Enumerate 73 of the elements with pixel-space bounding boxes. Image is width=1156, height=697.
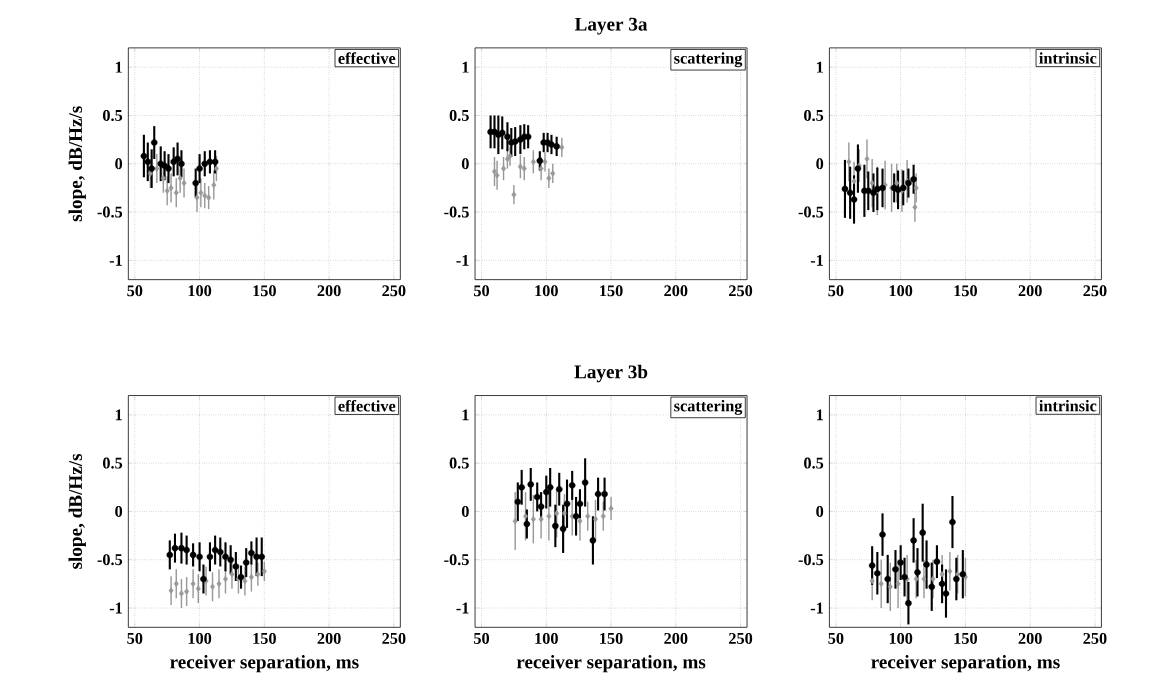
x-tick-label: 250 bbox=[1083, 285, 1107, 297]
chart-title: Layer 3b bbox=[574, 364, 648, 383]
y-tick-label: -1 bbox=[456, 254, 469, 266]
y-tick-label: -1 bbox=[109, 254, 122, 266]
x-tick-label: 50 bbox=[474, 285, 490, 297]
x-tick-label: 100 bbox=[188, 285, 212, 297]
x-tick-label: 100 bbox=[535, 285, 558, 297]
annotation: scattering bbox=[674, 399, 743, 415]
x-tick-label: 200 bbox=[664, 632, 688, 644]
x-tick-label: 100 bbox=[535, 632, 558, 644]
y-tick-label: 0.5 bbox=[102, 457, 123, 469]
x-axis-title: receiver separation, ms bbox=[170, 654, 359, 673]
y-tick-label: -1 bbox=[810, 254, 823, 266]
y-tick-label: 0.5 bbox=[804, 109, 824, 121]
x-tick-label: 200 bbox=[1018, 285, 1042, 297]
y-tick-label: 0.5 bbox=[449, 457, 469, 469]
x-tick-label: 50 bbox=[828, 285, 844, 297]
x-tick-label: 200 bbox=[317, 632, 341, 644]
y-tick-label: 0 bbox=[461, 158, 469, 170]
annotation: scattering bbox=[674, 52, 743, 68]
x-tick-label: 150 bbox=[954, 632, 978, 644]
y-tick-label: -0.5 bbox=[97, 206, 123, 218]
y-tick-label: 1 bbox=[115, 409, 122, 421]
x-tick-label: 50 bbox=[474, 632, 490, 644]
y-axis-title: slope, dB/Hz/s bbox=[68, 453, 86, 569]
y-tick-label: -0.5 bbox=[97, 554, 123, 566]
chart-title: Layer 3a bbox=[574, 17, 648, 35]
x-tick-label: 50 bbox=[127, 632, 143, 644]
y-tick-label: -0.5 bbox=[444, 206, 469, 218]
annotation: effective bbox=[338, 52, 396, 64]
y-tick-label: 0.5 bbox=[449, 109, 469, 121]
x-tick-label: 150 bbox=[600, 632, 623, 644]
x-tick-label: 250 bbox=[729, 632, 753, 644]
y-tick-label: 0.5 bbox=[804, 457, 824, 469]
y-tick-label: -1 bbox=[810, 602, 823, 614]
annotation: intrinsic bbox=[1039, 52, 1097, 64]
x-tick-label: 150 bbox=[954, 285, 978, 297]
y-tick-label: -0.5 bbox=[798, 206, 824, 218]
y-tick-label: 1 bbox=[816, 409, 823, 421]
x-tick-label: 250 bbox=[382, 285, 406, 297]
x-tick-label: 200 bbox=[1018, 632, 1042, 644]
x-tick-label: 250 bbox=[382, 632, 406, 644]
x-axis-title: receiver separation, ms bbox=[516, 654, 706, 673]
x-tick-label: 150 bbox=[253, 285, 276, 297]
y-tick-label: 0.5 bbox=[102, 109, 123, 121]
y-tick-label: -1 bbox=[109, 602, 122, 614]
x-tick-label: 50 bbox=[127, 285, 143, 297]
y-tick-label: -0.5 bbox=[444, 554, 469, 566]
annotation: intrinsic bbox=[1039, 399, 1097, 412]
x-axis-title: receiver separation, ms bbox=[871, 654, 1060, 673]
x-tick-label: 50 bbox=[828, 632, 844, 644]
y-tick-label: 1 bbox=[115, 61, 122, 73]
y-tick-label: -0.5 bbox=[798, 554, 824, 566]
annotation: effective bbox=[338, 399, 396, 412]
x-tick-label: 150 bbox=[253, 632, 276, 644]
x-tick-label: 100 bbox=[188, 632, 212, 644]
y-tick-label: 0 bbox=[115, 158, 123, 170]
y-tick-label: 0 bbox=[461, 505, 469, 517]
x-tick-label: 100 bbox=[889, 285, 913, 297]
x-tick-label: 200 bbox=[664, 285, 688, 297]
x-tick-label: 200 bbox=[317, 285, 341, 297]
x-tick-label: 250 bbox=[729, 285, 753, 297]
x-tick-label: 150 bbox=[600, 285, 623, 297]
y-tick-label: -1 bbox=[456, 602, 469, 614]
y-tick-label: 1 bbox=[816, 61, 823, 73]
y-tick-label: 0 bbox=[115, 505, 123, 517]
y-tick-label: 0 bbox=[816, 505, 824, 517]
y-tick-label: 0 bbox=[816, 158, 824, 170]
x-tick-label: 100 bbox=[889, 632, 913, 644]
y-tick-label: 1 bbox=[462, 409, 469, 421]
y-axis-title: slope, dB/Hz/s bbox=[68, 106, 86, 222]
y-tick-label: 1 bbox=[462, 61, 469, 73]
x-tick-label: 250 bbox=[1083, 632, 1107, 644]
